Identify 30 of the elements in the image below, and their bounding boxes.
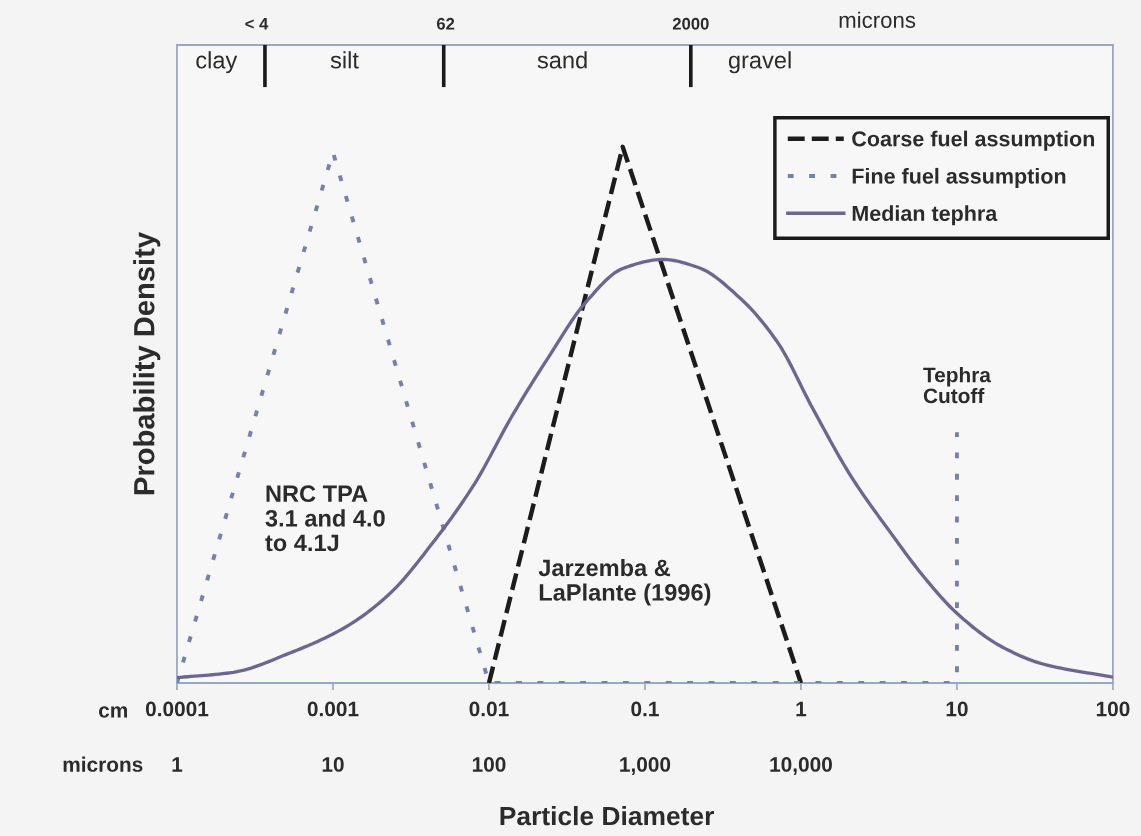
text: clay <box>196 51 238 74</box>
legend-label: Coarse fuel assumption <box>852 130 1095 151</box>
x-tick-label: 0.0001 <box>145 701 209 717</box>
text: < 4 <box>245 18 269 30</box>
x-tick-label: 0.001 <box>307 701 359 717</box>
annotation: Jarzemba & LaPlante (1996) <box>538 558 711 606</box>
x-axis-title: Particle Diameter <box>500 805 714 826</box>
x-tick-label: 100 <box>1096 701 1130 717</box>
text: 1 <box>172 757 183 772</box>
text: cm <box>99 706 128 718</box>
x-tick-label: 1 <box>796 701 807 717</box>
text: sand <box>537 51 587 69</box>
ref-line-label: Tephra Cutoff <box>923 367 992 404</box>
text: 100 <box>472 757 506 772</box>
y-axis-title: Probability Density <box>133 232 161 495</box>
text: microns <box>839 11 916 28</box>
legend-label: Median tephra <box>852 205 998 226</box>
text: 10 <box>322 757 344 772</box>
x-tick-label: 0.1 <box>631 701 659 717</box>
x-tick-label: 0.01 <box>469 701 509 717</box>
text: gravel <box>728 51 791 74</box>
annotation: NRC TPA 3.1 and 4.0 to 4.1J <box>265 485 385 552</box>
text: 62 <box>436 17 455 30</box>
legend-label: Fine fuel assumption <box>852 167 1066 188</box>
text: silt <box>330 51 359 69</box>
text: 2000 <box>672 17 709 30</box>
text: 10,000 <box>770 757 832 775</box>
x-tick-label: 10 <box>946 701 968 717</box>
text: 1,000 <box>620 757 671 775</box>
text: microns <box>63 756 143 772</box>
